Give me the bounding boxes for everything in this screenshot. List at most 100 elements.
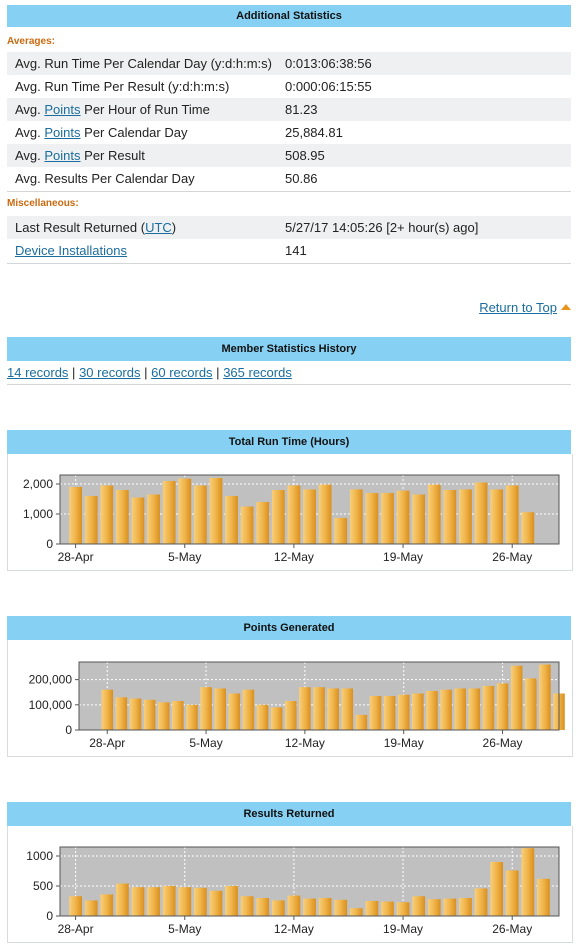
averages-row-label: Avg. Points Per Hour of Run Time — [15, 102, 210, 117]
points-link[interactable]: Points — [44, 125, 81, 140]
points-generated-chart: 0 100,000 200,000 28-Apr 5-May 12-May 19-May 26… — [7, 640, 573, 757]
x-tick-label: 28-Apr — [89, 736, 125, 750]
device-installations-link[interactable]: Device Installations — [15, 243, 127, 258]
miscellaneous-section-label: Miscellaneous: — [7, 198, 79, 209]
x-tick-label: 12-May — [274, 922, 314, 936]
x-tick-label: 5-May — [168, 550, 201, 564]
last-result-value: 5/27/17 14:05:26 [2+ hour(s) ago] — [285, 220, 479, 235]
averages-row-label: Avg. Points Per Result — [15, 148, 145, 163]
averages-row-value: 25,884.81 — [285, 125, 343, 140]
bar — [468, 688, 481, 730]
bar — [396, 902, 410, 916]
arrow-up-icon — [561, 304, 571, 310]
bar — [383, 696, 396, 730]
total-run-time-chart: 0 1,000 2,000 28-Apr 5-May 12-May 19-May 26-May — [7, 454, 573, 571]
bar — [131, 497, 145, 544]
member-statistics-history-header: Member Statistics History — [7, 337, 571, 361]
averages-row-label: Avg. Run Time Per Result (y:d:h:m:s) — [15, 79, 230, 94]
bar — [397, 694, 410, 730]
y-tick-label: 0 — [46, 537, 53, 551]
averages-row: Avg. Run Time Per Result (y:d:h:m:s) 0:00… — [7, 75, 571, 98]
bar — [256, 502, 270, 544]
bar — [299, 687, 311, 730]
bar — [412, 693, 424, 730]
bar — [200, 687, 212, 730]
bar — [537, 878, 550, 916]
points-generated-chart-svg: 0 100,000 200,000 28-Apr 5-May 12-May 19-May 26… — [29, 661, 565, 750]
bar — [303, 489, 316, 544]
bar — [270, 707, 283, 730]
bar — [287, 485, 301, 544]
bar — [147, 494, 160, 544]
points-link[interactable]: Points — [44, 102, 81, 117]
bar — [396, 490, 410, 544]
device-installations-value: 141 — [285, 243, 307, 258]
bar — [505, 485, 519, 544]
bar — [443, 898, 457, 916]
averages-row: Avg. Run Time Per Calendar Day (y:d:h:m:… — [7, 52, 571, 75]
averages-section-label: Averages: — [7, 36, 55, 47]
bar — [539, 664, 551, 730]
records-30-link[interactable]: 30 records — [79, 365, 141, 380]
records-14-link[interactable]: 14 records — [7, 365, 69, 380]
x-tick-label: 19-May — [383, 922, 423, 936]
bar — [115, 697, 128, 730]
averages-row-value: 508.95 — [285, 148, 325, 163]
y-tick-label: 1,000 — [23, 507, 53, 521]
bar — [256, 704, 269, 730]
device-installations-row: Device Installations 141 — [7, 239, 571, 262]
bar — [214, 688, 226, 730]
averages-row: Avg. Points Per Result 508.95 — [7, 144, 571, 167]
y-tick-label: 200,000 — [29, 673, 73, 687]
bar — [313, 687, 325, 730]
separator: | — [216, 365, 220, 380]
utc-link[interactable]: UTC — [145, 220, 172, 235]
bar — [162, 481, 176, 544]
bar — [459, 489, 472, 544]
records-365-link[interactable]: 365 records — [223, 365, 292, 380]
bar — [426, 690, 438, 730]
bar — [186, 704, 198, 730]
bar — [240, 896, 254, 916]
y-tick-label: 1000 — [26, 849, 53, 863]
bar — [381, 493, 394, 544]
bar — [143, 699, 156, 730]
y-tick-label: 0 — [65, 723, 72, 737]
bar — [100, 485, 114, 544]
bar — [101, 689, 114, 730]
averages-row: Avg. Results Per Calendar Day 50.86 — [7, 167, 571, 190]
bar — [225, 496, 238, 544]
additional-statistics-header: Additional Statistics — [7, 5, 571, 27]
bar — [412, 896, 426, 916]
bar — [147, 887, 160, 916]
bar — [209, 478, 223, 544]
bar — [349, 908, 363, 916]
divider — [7, 384, 571, 385]
points-link[interactable]: Points — [44, 148, 81, 163]
records-60-link[interactable]: 60 records — [151, 365, 213, 380]
results-returned-chart-svg: 0 500 1000 28-Apr 5-May 12-May 19-May 26-May — [26, 846, 560, 936]
bar — [365, 901, 379, 916]
bar — [271, 900, 285, 916]
bar — [193, 485, 207, 544]
averages-row: Avg. Points Per Calendar Day 25,884.81 — [7, 121, 571, 144]
bar — [482, 685, 495, 730]
x-tick-label: 12-May — [285, 736, 325, 750]
results-returned-chart-title: Results Returned — [7, 802, 571, 826]
bar — [427, 899, 441, 916]
bar — [69, 896, 82, 916]
bar — [162, 886, 176, 916]
x-tick-label: 28-Apr — [58, 550, 94, 564]
return-to-top-link[interactable]: Return to Top — [479, 300, 557, 315]
return-to-top[interactable]: Return to Top — [479, 300, 571, 316]
x-tick-label: 26-May — [483, 736, 523, 750]
bar — [172, 701, 184, 730]
bar — [524, 678, 537, 730]
bar — [496, 683, 509, 730]
bar — [510, 665, 523, 730]
bar — [131, 887, 145, 916]
averages-row: Avg. Points Per Hour of Run Time 81.23 — [7, 98, 571, 121]
bar — [355, 714, 368, 730]
separator: | — [72, 365, 76, 380]
x-tick-label: 5-May — [189, 736, 222, 750]
